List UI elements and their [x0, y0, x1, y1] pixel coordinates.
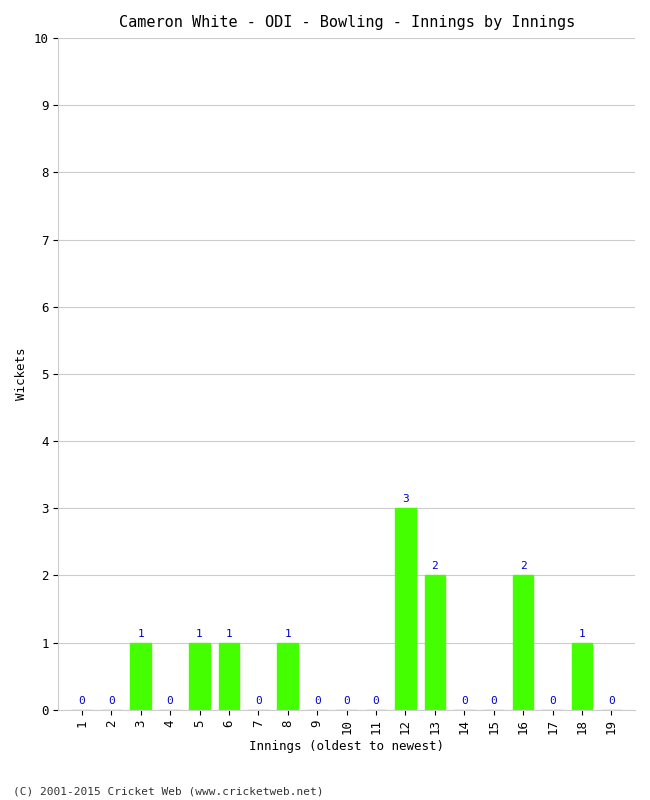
Y-axis label: Wickets: Wickets — [15, 348, 28, 400]
Text: 0: 0 — [608, 696, 615, 706]
Text: (C) 2001-2015 Cricket Web (www.cricketweb.net): (C) 2001-2015 Cricket Web (www.cricketwe… — [13, 786, 324, 796]
Text: 1: 1 — [285, 629, 291, 638]
Bar — [218, 642, 239, 710]
Text: 0: 0 — [549, 696, 556, 706]
Text: 0: 0 — [166, 696, 174, 706]
Bar — [189, 642, 210, 710]
Bar — [424, 575, 445, 710]
Text: 0: 0 — [461, 696, 468, 706]
Text: 1: 1 — [196, 629, 203, 638]
Bar — [395, 508, 416, 710]
Text: 0: 0 — [372, 696, 380, 706]
Bar — [513, 575, 534, 710]
Text: 1: 1 — [137, 629, 144, 638]
Bar — [572, 642, 592, 710]
Title: Cameron White - ODI - Bowling - Innings by Innings: Cameron White - ODI - Bowling - Innings … — [118, 15, 575, 30]
Text: 0: 0 — [108, 696, 114, 706]
Bar — [278, 642, 298, 710]
Bar — [131, 642, 151, 710]
Text: 0: 0 — [79, 696, 85, 706]
Text: 1: 1 — [226, 629, 232, 638]
Text: 2: 2 — [520, 562, 526, 571]
Text: 1: 1 — [578, 629, 586, 638]
Text: 3: 3 — [402, 494, 409, 504]
Text: 0: 0 — [343, 696, 350, 706]
Text: 0: 0 — [255, 696, 262, 706]
X-axis label: Innings (oldest to newest): Innings (oldest to newest) — [249, 740, 444, 753]
Text: 0: 0 — [314, 696, 320, 706]
Text: 2: 2 — [432, 562, 438, 571]
Text: 0: 0 — [490, 696, 497, 706]
